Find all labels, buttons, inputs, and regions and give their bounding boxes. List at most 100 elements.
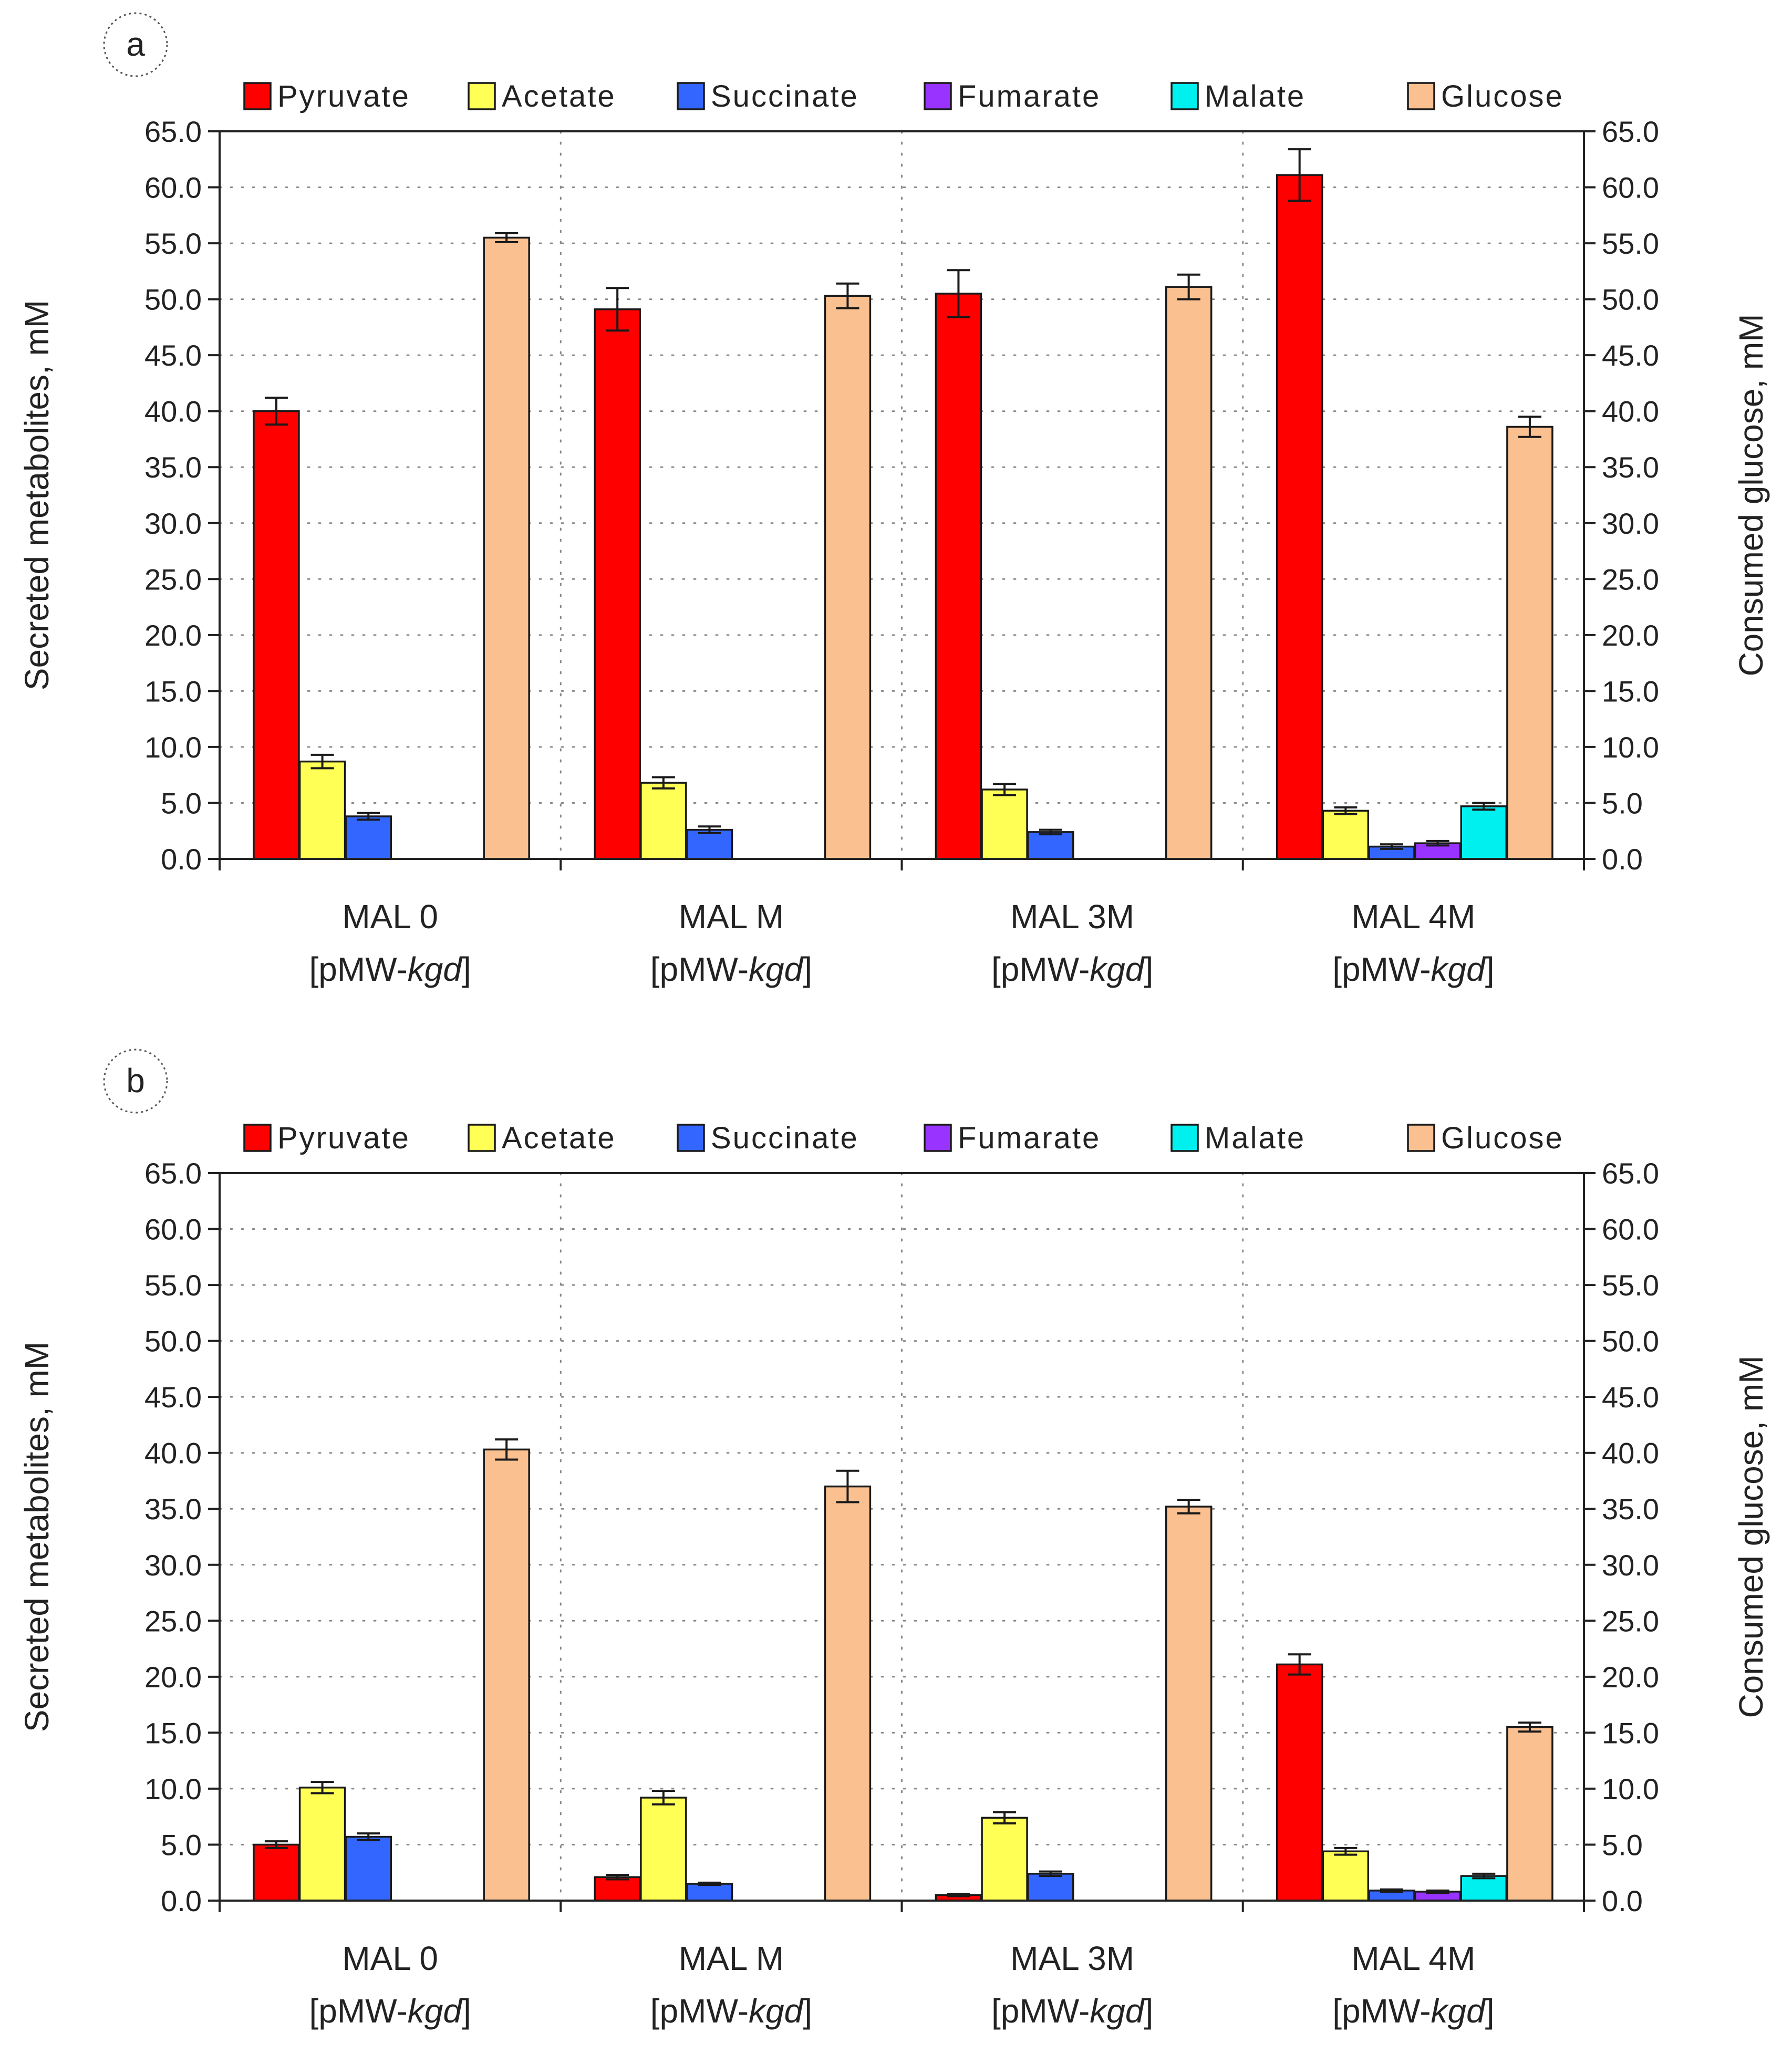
y2-tick-label: 40.0 [1602,395,1659,428]
legend-item-fumarate: Fumarate [924,1121,1101,1155]
y2-tick-label: 65.0 [1602,1157,1659,1190]
bar-glucose-0 [483,1448,530,1902]
y-tick-label: 45.0 [144,339,202,372]
error-bar-acetate-1 [651,776,675,790]
error-bar-succinate-1 [698,1881,721,1886]
error-bar-pyruvate-1 [606,1873,629,1881]
legend-item-glucose: Glucose [1407,1121,1562,1155]
category-label: MAL 4M [1351,898,1475,936]
y2-tick-label: 30.0 [1602,1549,1659,1582]
y-tick-label: 55.0 [144,1269,202,1302]
bar-glucose-0 [483,236,530,860]
panel-label: a [126,25,145,63]
category-sublabel: [pMW-kgd] [650,1992,812,2030]
y2-tick-label: 50.0 [1602,1325,1659,1358]
y2-tick-label: 30.0 [1602,507,1659,540]
legend-swatch-succinate [677,82,705,110]
legend-swatch-pyruvate [243,1124,272,1152]
bar-glucose-2 [1165,1506,1213,1902]
legend-label-malate: Malate [1205,1121,1306,1155]
bar-malate-3 [1460,1875,1508,1902]
error-bar-glucose-0 [495,1438,519,1461]
y-tick-label: 45.0 [144,1381,202,1414]
legend-label-acetate: Acetate [502,1121,616,1155]
y2-tick-label: 0.0 [1602,843,1643,876]
legend-swatch-acetate [468,1124,496,1152]
bar-acetate-2 [981,1817,1028,1902]
y2-tick-label: 60.0 [1602,1213,1659,1246]
y-tick-label: 10.0 [144,731,202,764]
category-sublabel: [pMW-kgd] [309,1992,471,2030]
legend: Pyruvate Acetate Succinate Fumarate Malate Gl… [243,1121,1562,1155]
legend-label-fumarate: Fumarate [958,1121,1101,1155]
legend-swatch-acetate [468,82,496,110]
y2-tick-label: 35.0 [1602,451,1659,484]
error-bar-acetate-0 [310,1781,334,1794]
legend-swatch-glucose [1407,1124,1435,1152]
y2-tick-label: 5.0 [1602,1828,1643,1861]
bar-succinate-0 [345,815,392,860]
error-bar-acetate-0 [310,753,334,770]
legend-item-pyruvate: Pyruvate [243,1121,409,1155]
legend-swatch-malate [1171,1124,1199,1152]
y-tick-label: 5.0 [161,786,202,819]
y-tick-label: 35.0 [144,451,202,484]
category-sublabel: [pMW-kgd] [1332,1992,1494,2030]
error-bar-pyruvate-0 [264,1840,288,1849]
x-axis: MAL 0 [pMW-kgd] MAL M [pMW-kgd] MAL 3M [pMW-k… [219,1901,1585,2030]
category-label: MAL 0 [342,1939,438,1977]
bar-succinate-0 [345,1835,392,1902]
legend-item-pyruvate: Pyruvate [243,79,410,113]
error-bar-malate-3 [1472,1872,1496,1880]
error-bar-glucose-3 [1518,1721,1541,1733]
error-bar-pyruvate-0 [264,397,288,426]
error-bar-pyruvate-2 [947,269,970,318]
panel-label-circle [103,12,168,77]
bar-glucose-1 [824,1485,872,1902]
category-sublabel: [pMW-kgd] [650,950,812,988]
bar-pyruvate-2 [935,293,982,860]
bars [253,1438,1553,1902]
error-bar-succinate-1 [698,825,721,834]
bar-acetate-3 [1322,810,1370,860]
legend-label-acetate: Acetate [502,79,616,113]
y2-tick-label: 40.0 [1602,1437,1659,1470]
y2-tick-label: 25.0 [1602,563,1659,596]
bar-acetate-0 [298,1787,346,1902]
bar-pyruvate-3 [1276,1663,1323,1902]
legend-item-fumarate: Fumarate [924,79,1099,113]
legend-swatch-fumarate [924,1124,952,1152]
y2-tick-label: 20.0 [1602,1661,1659,1694]
category-sublabel: [pMW-kgd] [991,1992,1153,2030]
y-tick-label: 50.0 [144,1325,202,1358]
y-tick-label: 60.0 [144,171,202,204]
y-tick-label: 25.0 [144,1604,202,1637]
y2-tick-label: 10.0 [1602,1772,1659,1806]
y-tick-label: 30.0 [144,507,202,540]
gridlines [219,130,1585,860]
error-bar-pyruvate-1 [606,287,629,332]
legend-label-pyruvate: Pyruvate [277,79,410,113]
y2-tick-label: 15.0 [1602,1716,1659,1749]
error-bar-succinate-2 [1039,1870,1062,1877]
error-bar-succinate-0 [357,1832,380,1841]
error-bar-glucose-2 [1177,1499,1200,1514]
y2-tick-label: 15.0 [1602,675,1659,708]
category-sublabel: [pMW-kgd] [991,950,1153,988]
bar-pyruvate-1 [594,1876,641,1902]
y2-tick-label: 45.0 [1602,1381,1659,1414]
error-bar-fumarate-3 [1426,1889,1449,1894]
legend-item-malate: Malate [1171,1121,1306,1155]
bar-malate-3 [1460,805,1508,860]
error-bar-glucose-1 [836,282,859,309]
y2-tick-label: 45.0 [1602,339,1659,372]
panel-a: a Pyruvate Acetate Succinate Fumarate Malate G… [18,12,1770,988]
panel-label: b [126,1062,145,1099]
legend-label-succinate: Succinate [711,79,859,113]
y-axis-title: Secreted metabolites, mM [18,300,56,690]
y-tick-label: 0.0 [161,843,202,876]
error-bar-glucose-2 [1177,273,1200,300]
y2-tick-label: 50.0 [1602,283,1659,316]
panel-label-circle [103,1049,168,1114]
